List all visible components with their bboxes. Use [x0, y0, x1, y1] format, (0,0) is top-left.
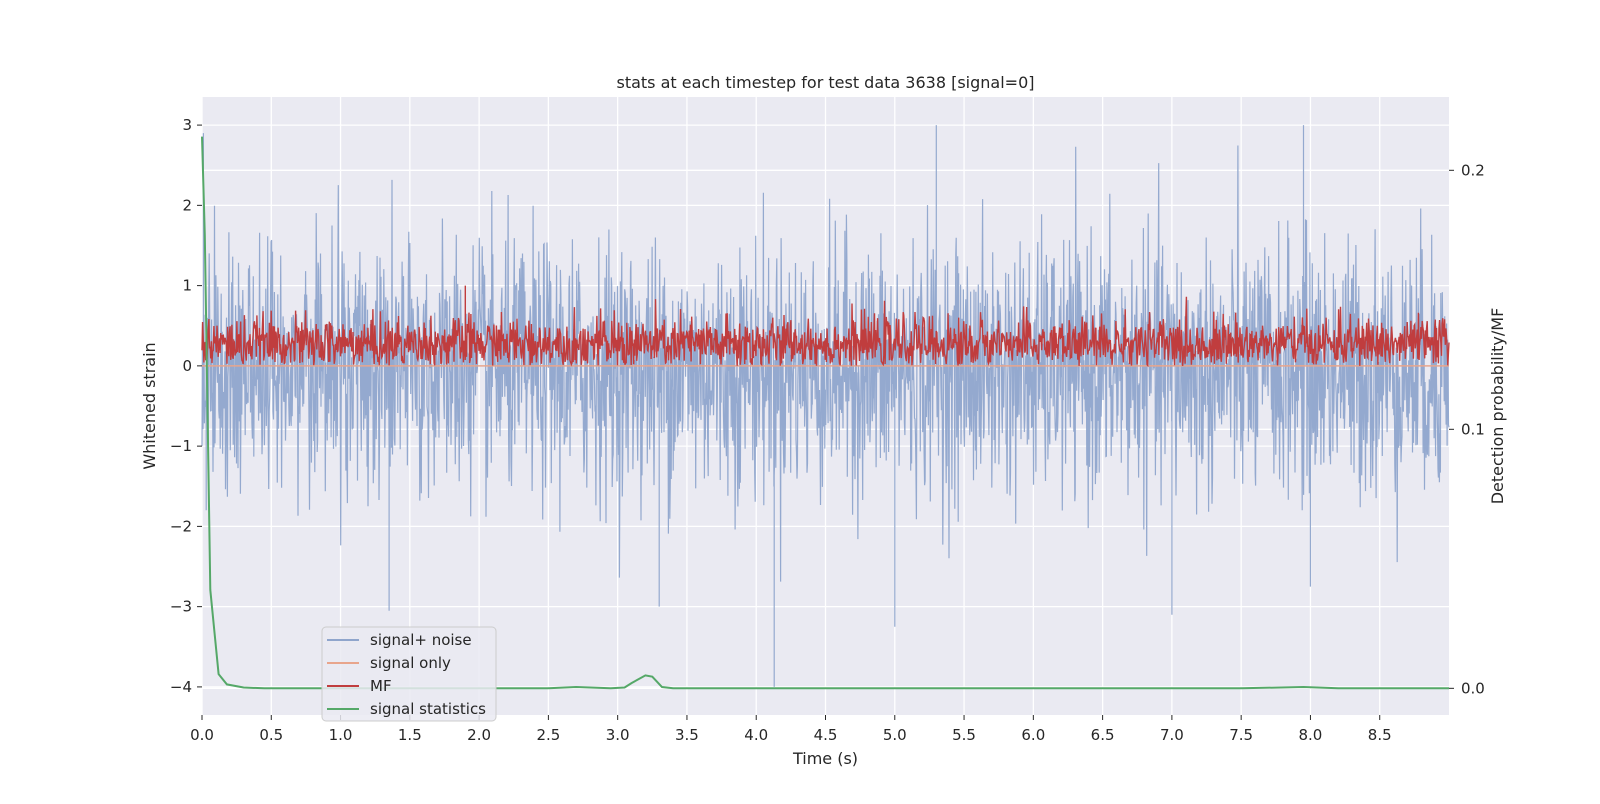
x-tick-label: 0.0 — [190, 726, 214, 744]
y-tick-label-left: 3 — [182, 116, 192, 134]
x-tick-label: 2.5 — [536, 726, 560, 744]
series-signal-statistics — [201, 136, 1449, 690]
legend-box — [321, 626, 497, 722]
x-tick-label: 5.5 — [952, 726, 976, 744]
chart-title: stats at each timestep for test data 363… — [616, 73, 1034, 92]
y-tick-label-left: −1 — [170, 437, 192, 455]
y-tick-label-right: 0.1 — [1461, 420, 1485, 438]
x-axis-label: Time (s) — [792, 749, 858, 768]
series-signal-noise — [201, 125, 1450, 687]
legend-label: signal statistics — [370, 700, 486, 718]
axes-layer: 0.0 0.5 1.0 1.5 2.0 2.5 3.0 3.5 4.0 4.5 5.0 5.5 6.0 6… — [170, 116, 1485, 744]
x-tick-label: 6.5 — [1091, 726, 1115, 744]
legend: signal+ noise signal only MF signal statist… — [321, 626, 497, 722]
x-tick-label: 8.5 — [1368, 726, 1392, 744]
y-tick-label-right: 0.0 — [1461, 679, 1485, 697]
y-tick-label-right: 0.2 — [1461, 161, 1485, 179]
x-tick-label: 2.0 — [467, 726, 491, 744]
y-axis-label-right: Detection probability/MF — [1488, 308, 1507, 505]
legend-label: signal only — [370, 654, 451, 672]
x-tick-label: 1.5 — [398, 726, 422, 744]
x-tick-label: 7.0 — [1160, 726, 1184, 744]
y-axis-label-left: Whitened strain — [140, 342, 159, 469]
x-tick-label: 4.5 — [814, 726, 838, 744]
y-tick-label-left: 2 — [182, 196, 192, 214]
x-tick-label: 6.0 — [1021, 726, 1045, 744]
legend-label: MF — [370, 677, 392, 695]
x-tick-label: 4.0 — [744, 726, 768, 744]
y-tick-label-left: 1 — [182, 277, 192, 295]
series-mf — [201, 285, 1450, 368]
x-tick-label: 0.5 — [259, 726, 283, 744]
y-tick-label-left: −4 — [170, 678, 192, 696]
y-tick-label-left: −2 — [170, 517, 192, 535]
x-tick-label: 5.0 — [883, 726, 907, 744]
x-tick-label: 8.0 — [1299, 726, 1323, 744]
x-tick-label: 3.0 — [606, 726, 630, 744]
y-tick-label-left: −3 — [170, 598, 192, 616]
series-layer — [201, 125, 1450, 690]
x-tick-label: 1.0 — [329, 726, 353, 744]
y-tick-label-left: 0 — [182, 357, 192, 375]
legend-label: signal+ noise — [370, 631, 472, 649]
x-tick-label: 7.5 — [1229, 726, 1253, 744]
x-tick-label: 3.5 — [675, 726, 699, 744]
